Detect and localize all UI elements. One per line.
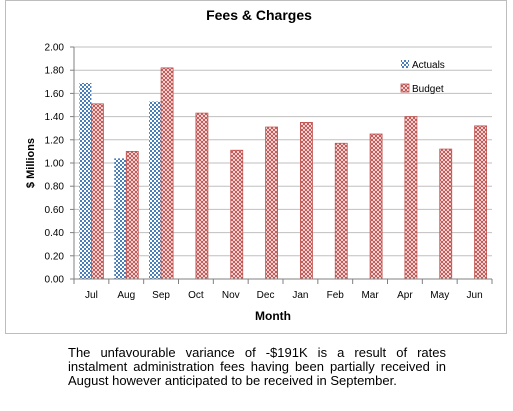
legend-label-actuals: Actuals xyxy=(412,60,445,71)
bar-budget-jun xyxy=(474,125,487,280)
x-tick-label: Apr xyxy=(397,290,413,301)
bar-budget-may xyxy=(439,148,453,280)
y-tick-label: 1.20 xyxy=(45,135,65,146)
chart-title: Fees & Charges xyxy=(206,7,312,23)
x-tick-label: Aug xyxy=(117,290,135,301)
bar-budget-jan xyxy=(300,122,313,280)
y-tick-labels: 0.00 0.20 0.40 0.60 0.80 1.00 1.20 1.40 1.60 1.80… xyxy=(45,43,65,286)
x-tick-label: Sep xyxy=(152,290,170,301)
bar-budget-oct xyxy=(195,112,209,280)
bar-budget-mar xyxy=(369,133,383,280)
fees-charges-chart: Fees & Charges 0.00 0.20 0.40 0.60 0.80 1.00 1… xyxy=(25,7,493,323)
bar-budget-dec xyxy=(265,126,278,280)
x-tick-label: Nov xyxy=(222,290,240,301)
x-tick-label: Jun xyxy=(467,290,483,301)
y-tick-label: 1.00 xyxy=(45,159,65,170)
bar-budget-nov xyxy=(230,149,244,280)
bars xyxy=(79,67,487,280)
y-tick-label: 0.00 xyxy=(45,275,65,286)
y-tick-label: 1.80 xyxy=(45,66,65,77)
legend-label-budget: Budget xyxy=(412,84,444,95)
y-tick-label: 1.60 xyxy=(45,89,65,100)
bar-budget-sep xyxy=(160,67,174,280)
bar-actuals-aug xyxy=(114,158,127,279)
bar-budget-apr xyxy=(404,116,418,280)
x-tick-label: Oct xyxy=(188,290,204,301)
bar-budget-jul xyxy=(91,103,104,280)
y-tick-label: 0.20 xyxy=(45,251,65,262)
bar-budget-aug xyxy=(125,150,139,280)
y-tick-label: 0.80 xyxy=(45,182,65,193)
x-tick-label: Mar xyxy=(361,290,379,301)
y-tick-label: 2.00 xyxy=(45,43,65,54)
x-tick-label: May xyxy=(430,290,449,301)
y-tick-label: 1.40 xyxy=(45,112,65,123)
bar-actuals-jul xyxy=(79,82,92,280)
variance-caption: The unfavourable variance of -$191K is a… xyxy=(68,345,446,388)
y-tick-label: 0.40 xyxy=(45,228,65,239)
x-tick-label: Feb xyxy=(327,290,345,301)
x-tick-label: Jul xyxy=(85,290,98,301)
x-tick-label: Dec xyxy=(257,290,275,301)
bar-actuals-sep xyxy=(149,101,162,280)
y-axis-title: $ Millions xyxy=(25,138,37,188)
axes xyxy=(70,46,493,284)
legend: Actuals Budget xyxy=(400,60,445,95)
x-tick-labels: Jul Aug Sep Oct Nov Dec Jan Feb Mar Apr May Jun xyxy=(85,290,483,301)
bar-budget-feb xyxy=(334,142,348,280)
x-axis-title: Month xyxy=(255,309,291,323)
y-tick-label: 0.60 xyxy=(45,205,65,216)
x-tick-label: Jan xyxy=(292,290,308,301)
legend-swatch-budget xyxy=(400,83,410,93)
legend-swatch-actuals xyxy=(401,60,409,68)
